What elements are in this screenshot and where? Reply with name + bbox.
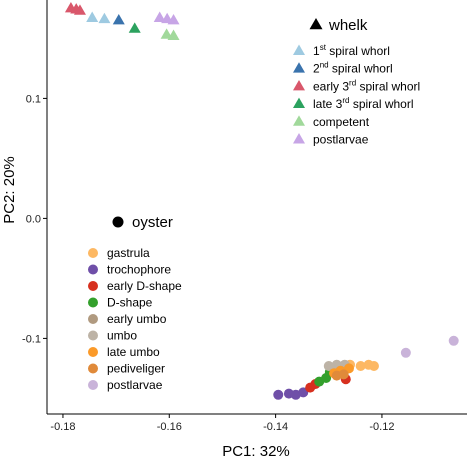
y-tick-label: -0.1 [22,333,41,345]
legend-label-superscript: rd [349,78,356,87]
oyster-legend: oyster gastrula trochophore early D-shape D-… [88,214,182,392]
legend-label: pediveliger [107,362,165,376]
legend-label: D-shape [107,296,153,310]
legend-label-superscript: nd [320,61,329,70]
oyster-postlarvae-point [400,347,411,358]
legend-circle-icon [88,347,98,357]
legend-circle-icon [88,330,98,341]
legend-circle-icon [88,248,98,258]
legend-label: umbo [107,329,137,343]
oyster-trochophore-point [273,389,284,400]
legend-triangle-icon [293,44,305,55]
legend-label-rest: spiral whorl [356,79,420,93]
legend-label-rest: spiral whorl [329,62,393,76]
x-ticks: -0.18 -0.16 -0.14 -0.12 [50,414,394,433]
legend-label: trochophore [107,263,171,277]
legend-label: 1st spiral whorl [313,43,390,58]
y-tick-label: 0.0 [26,213,41,225]
x-tick-label: -0.12 [369,421,394,433]
x-tick-label: -0.14 [263,421,288,433]
legend-label-main: late umbo [107,345,160,359]
legend-label-main: early 3 [313,79,349,93]
legend-label-rest: spiral whorl [326,44,390,58]
legend-label-main: late 3 [313,97,343,111]
legend-label-main: early D-shape [107,279,182,293]
legend-label: late 3rd spiral whorl [313,96,414,111]
legend-label-main: 1 [313,44,320,58]
legend-circle-icon [88,314,98,324]
data-points [64,1,459,400]
legend-label-main: umbo [107,329,137,343]
whelk-late-3rd-spiral-whorl-point [128,22,141,33]
whelk-competent-point [160,28,173,39]
legend-triangle-icon [293,97,305,109]
oyster-gastrula-point [363,359,374,370]
whelk-postlarvae-point [167,13,180,25]
legend-label-superscript: rd [342,96,349,105]
legend-title-triangle-icon [309,18,323,30]
whelk-early-3rd-spiral-whorl-point [73,4,86,15]
legend-label-main: gastrula [107,246,150,260]
legend-label-rest: spiral whorl [349,97,413,111]
y-axis-title: PC2: 20% [1,156,18,224]
whelk-competent-point [167,29,180,40]
x-tick-label: -0.18 [50,421,75,433]
legend-label: competent [313,115,370,129]
legend-circle-icon [88,297,98,308]
legend-label-main: D-shape [107,296,153,310]
axes [46,0,467,415]
legend-label-superscript: st [320,43,327,52]
oyster-umbo-point [323,361,334,371]
whelk-legend-title: whelk [328,17,368,34]
legend-label: 2nd spiral whorl [313,61,393,76]
oyster-legend-title: oyster [132,214,173,231]
whelk-1st-spiral-whorl-point [98,12,111,24]
oyster-gastrula-point [355,361,366,371]
legend-triangle-icon [293,133,305,144]
legend-label: gastrula [107,246,150,260]
legend-label-main: early umbo [107,312,167,326]
y-tick-label: 0.1 [26,93,41,105]
legend-label-main: competent [313,115,370,129]
legend-label-main: postlarvae [313,133,369,147]
legend-circle-icon [88,264,98,275]
legend-triangle-icon [293,62,305,73]
x-axis-title: PC1: 32% [222,443,290,460]
oyster-pediveliger-point [338,369,349,380]
legend-label: early D-shape [107,279,182,293]
legend-label: postlarvae [107,378,163,392]
y-ticks: 0.1 0.0 -0.1 [22,93,47,345]
legend-title-circle-icon [112,216,124,228]
legend-label: early 3rd spiral whorl [313,78,420,93]
oyster-postlarvae-point [448,335,459,346]
legend-label-main: pediveliger [107,362,165,376]
whelk-1st-spiral-whorl-point [86,11,99,22]
legend-circle-icon [88,281,98,291]
legend-label-main: postlarvae [107,378,163,392]
legend-circle-icon [88,380,98,390]
legend-triangle-icon [293,79,305,91]
legend-label: late umbo [107,345,160,359]
legend-label: early umbo [107,312,167,326]
legend-triangle-icon [293,115,305,126]
legend-label-main: trochophore [107,263,171,277]
legend-label: postlarvae [313,133,369,147]
x-tick-label: -0.16 [157,421,182,433]
whelk-2nd-spiral-whorl-point [112,13,125,25]
legend-label-main: 2 [313,62,320,76]
whelk-postlarvae-point [153,11,166,22]
legend-circle-icon [88,363,98,374]
